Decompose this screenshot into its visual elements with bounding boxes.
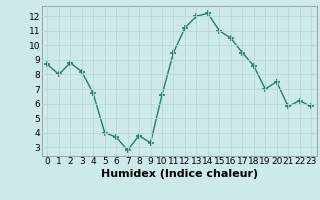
X-axis label: Humidex (Indice chaleur): Humidex (Indice chaleur)	[100, 169, 258, 179]
